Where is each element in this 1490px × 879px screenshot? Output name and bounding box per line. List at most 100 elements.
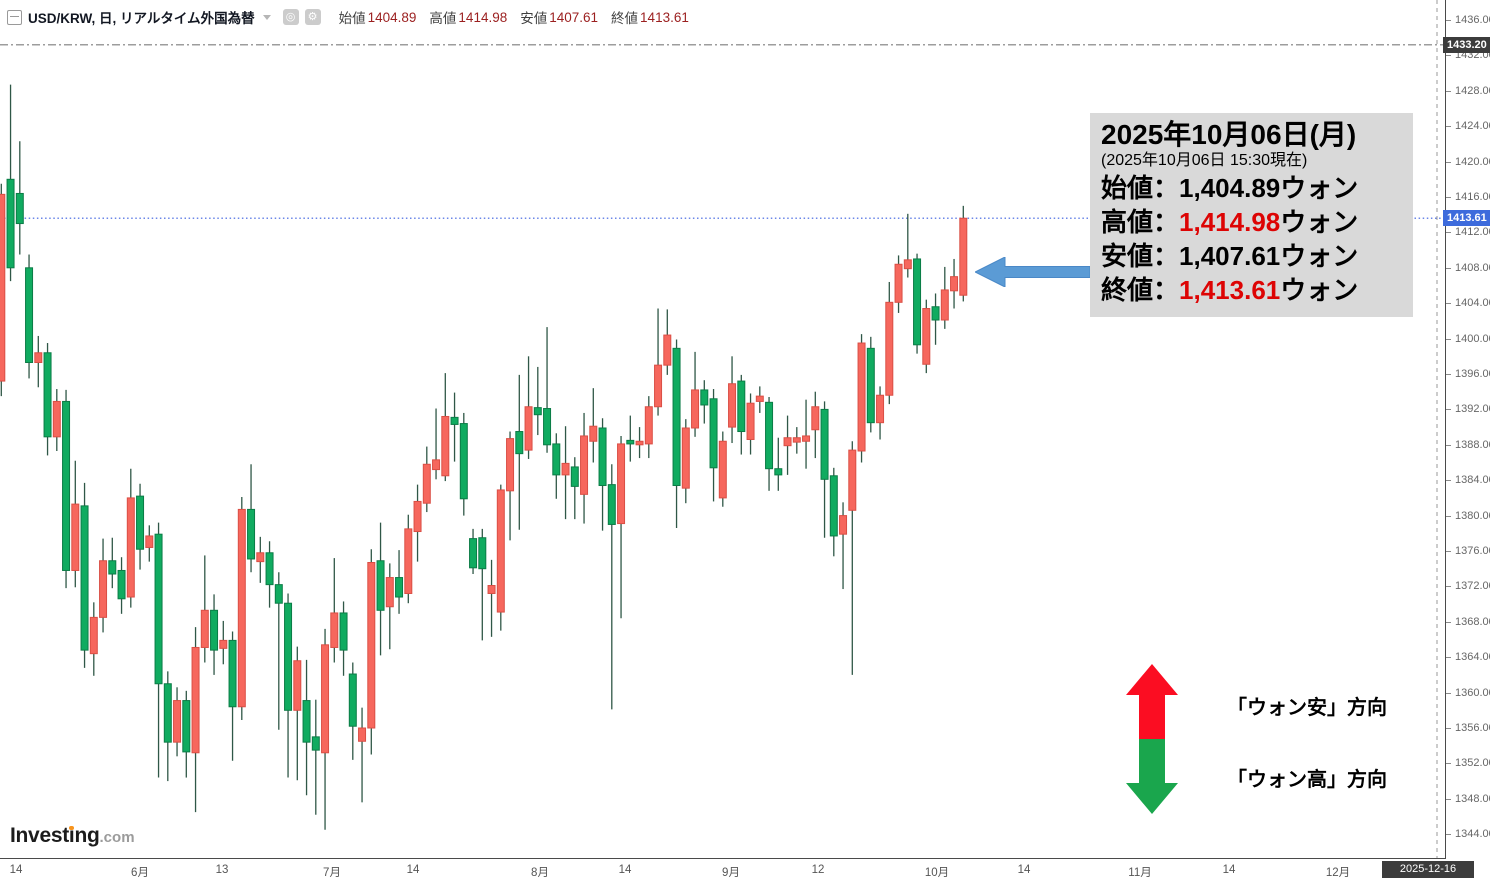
- y-axis-tick: [1446, 90, 1451, 92]
- candle-body: [43, 352, 52, 438]
- candle-body: [450, 416, 459, 425]
- candle-body: [358, 727, 367, 742]
- candle-body: [311, 736, 320, 751]
- candle-body: [136, 495, 145, 550]
- candle-body: [506, 438, 515, 492]
- candle-body: [922, 308, 931, 365]
- candle-body: [302, 700, 311, 743]
- candle-body: [552, 443, 561, 476]
- daily-quote-box: 2025年10月06日(月) (2025年10月06日 15:30現在) 始値：…: [1090, 113, 1413, 317]
- price-axis[interactable]: 1436.001432.001428.001424.001420.001416.…: [1445, 0, 1490, 858]
- x-axis-label: 14: [406, 864, 420, 876]
- candle-body: [839, 515, 848, 535]
- candle-body: [959, 217, 968, 296]
- collapse-icon[interactable]: [7, 9, 22, 25]
- candle-body: [524, 406, 533, 451]
- chart-canvas[interactable]: [0, 0, 1445, 858]
- quote-date-title: 2025年10月06日(月): [1101, 119, 1357, 150]
- y-axis-tick-label: 1364.00: [1455, 651, 1490, 664]
- x-axis-label: 6月: [131, 867, 149, 879]
- chevron-down-icon[interactable]: [262, 14, 271, 20]
- candle-body: [533, 407, 542, 416]
- quote-high-row: 高値：1,414.98ウォン: [1101, 207, 1359, 237]
- y-axis-tick-label: 1352.00: [1455, 757, 1490, 770]
- y-axis-tick-label: 1388.00: [1455, 438, 1490, 451]
- candle-body: [413, 500, 422, 533]
- candle-body: [145, 535, 154, 548]
- candle-body: [247, 508, 256, 560]
- candle-body: [931, 306, 940, 321]
- y-axis-tick: [1446, 338, 1451, 340]
- x-axis-label: 14: [618, 864, 632, 876]
- y-axis-tick: [1446, 586, 1451, 588]
- y-axis-tick: [1446, 692, 1451, 694]
- candle-body: [376, 560, 385, 611]
- current-price-badge: 1413.61: [1443, 210, 1490, 227]
- candle-body: [228, 639, 237, 708]
- candle-body: [496, 489, 505, 613]
- candle-body: [237, 508, 246, 708]
- candle-body: [755, 395, 764, 402]
- y-axis-tick: [1446, 551, 1451, 552]
- candle-body: [903, 259, 912, 270]
- candle-body: [700, 389, 709, 406]
- candle-body: [728, 383, 737, 428]
- y-axis-tick-label: 1356.00: [1455, 722, 1490, 734]
- candle-body: [339, 612, 348, 651]
- candle-body: [274, 584, 283, 604]
- y-axis-tick: [1446, 267, 1451, 269]
- y-axis-tick: [1446, 55, 1451, 57]
- candle-body: [829, 475, 838, 537]
- candle-body: [163, 683, 172, 743]
- y-axis-tick: [1446, 161, 1451, 163]
- candle-body: [792, 437, 801, 443]
- ohlc-readout: 始値 1404.89 高値 1414.98 安値 1407.61 終値 1413.61: [339, 7, 689, 27]
- y-axis-tick: [1446, 515, 1451, 517]
- candle-body: [367, 562, 376, 729]
- candle-body: [432, 459, 441, 471]
- candle-body: [330, 612, 339, 648]
- candle-body: [820, 408, 829, 480]
- candle-body: [191, 646, 200, 754]
- candle-body: [441, 415, 450, 477]
- high-label: 高値: [429, 11, 457, 26]
- candle-body: [746, 402, 755, 440]
- candle-body: [293, 660, 302, 711]
- candle-body: [681, 427, 690, 489]
- candle-body: [348, 673, 357, 727]
- time-axis[interactable]: 14 6月 13 7月 14 8月 14 9月 12 10月 14 11月 14 12月: [0, 858, 1446, 879]
- visibility-icon[interactable]: ◎: [282, 9, 299, 25]
- open-label: 始値: [338, 11, 366, 26]
- candle-body: [478, 537, 487, 570]
- candle-body: [62, 400, 71, 571]
- y-axis-tick: [1446, 374, 1451, 375]
- candle-body: [848, 449, 857, 511]
- y-axis-tick: [1446, 834, 1451, 836]
- candle-body: [617, 443, 626, 525]
- candle-body: [876, 394, 885, 424]
- investing-logo: Investing.com: [10, 824, 135, 847]
- candle-body: [395, 577, 404, 598]
- candle-body: [321, 644, 330, 754]
- candle-body: [783, 437, 792, 447]
- y-axis-tick: [1446, 728, 1451, 729]
- candle-body: [284, 602, 293, 711]
- gear-icon[interactable]: ⚙: [304, 9, 321, 25]
- candle-body: [487, 585, 496, 594]
- candle-body: [857, 342, 866, 452]
- candle-body: [25, 267, 34, 363]
- symbol-title[interactable]: USD/KRW, 日, リアルタイム外国為替: [28, 11, 255, 26]
- y-axis-tick-label: 1372.00: [1455, 580, 1490, 593]
- x-axis-label: 14: [1017, 864, 1031, 876]
- candle-body: [737, 380, 746, 433]
- y-axis-tick-label: 1384.00: [1455, 474, 1490, 487]
- candle-body: [108, 560, 117, 575]
- candle-body: [635, 440, 644, 446]
- y-axis-tick-label: 1424.00: [1455, 120, 1490, 133]
- y-axis-tick-label: 1368.00: [1455, 615, 1490, 628]
- y-axis-tick: [1446, 197, 1451, 198]
- x-axis-label: 11月: [1128, 867, 1152, 879]
- candle-body: [89, 616, 98, 655]
- y-axis-tick-label: 1412.00: [1455, 226, 1490, 239]
